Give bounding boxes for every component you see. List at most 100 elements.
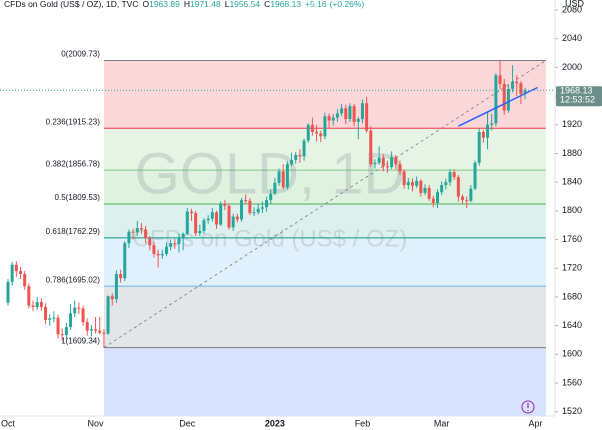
candle-body bbox=[294, 154, 298, 160]
candle-body bbox=[110, 296, 114, 300]
candle-body bbox=[415, 180, 419, 186]
x-tick-label: Feb bbox=[355, 418, 371, 428]
candle-body bbox=[452, 172, 456, 178]
candle-body bbox=[398, 164, 402, 172]
candle-body bbox=[48, 318, 52, 320]
candle-body bbox=[164, 246, 168, 254]
candle-body bbox=[31, 305, 35, 307]
candle-body bbox=[206, 218, 210, 221]
candle-body bbox=[306, 124, 310, 141]
candle-body bbox=[331, 117, 335, 121]
header: CFDs on Gold (US$ / OZ), 1D, TVC O1963.89… bbox=[4, 0, 364, 9]
header-symbol: CFDs on Gold (US$ / OZ), 1D, TVC bbox=[4, 0, 138, 9]
candle-body bbox=[369, 130, 373, 165]
header-ohlc-label: C bbox=[264, 0, 270, 9]
candle-body bbox=[456, 177, 460, 197]
candle-body bbox=[156, 253, 160, 256]
candle-body bbox=[477, 131, 481, 163]
candle-body bbox=[135, 228, 139, 233]
candle-body bbox=[511, 81, 515, 89]
candle-body bbox=[490, 123, 494, 125]
candle-body bbox=[444, 182, 448, 186]
y-tick-label: 2040 bbox=[562, 33, 582, 43]
x-tick-label: Dec bbox=[179, 418, 196, 428]
y-tick-label: 1720 bbox=[562, 263, 582, 273]
candle-body bbox=[494, 75, 498, 124]
y-tick-label: 2000 bbox=[562, 62, 582, 72]
candle-body bbox=[77, 307, 81, 309]
y-tick-label: 2080 bbox=[562, 4, 582, 14]
candle-body bbox=[406, 182, 410, 186]
candle-body bbox=[335, 113, 339, 118]
candle-body bbox=[502, 83, 506, 111]
y-tick-label: 1520 bbox=[562, 406, 582, 416]
trend-line bbox=[458, 86, 538, 127]
candle-body bbox=[440, 185, 444, 193]
candle-body bbox=[60, 334, 64, 336]
candle-body bbox=[498, 75, 502, 84]
fib-band bbox=[103, 286, 546, 348]
candle-body bbox=[273, 182, 277, 194]
candle-body bbox=[35, 301, 39, 307]
candle-body bbox=[6, 281, 10, 303]
candle-body bbox=[281, 171, 285, 188]
fib-level-label: 0.618(1762.29) bbox=[46, 227, 101, 236]
candle-body bbox=[177, 237, 181, 244]
candle-body bbox=[410, 182, 414, 186]
candle-body bbox=[360, 103, 364, 120]
candle-body bbox=[240, 200, 244, 220]
candle-body bbox=[215, 212, 218, 225]
fib-band bbox=[103, 204, 546, 238]
candle-body bbox=[173, 243, 177, 245]
candle-body bbox=[89, 329, 93, 331]
y-tick-label: 1840 bbox=[562, 177, 582, 187]
candle-body bbox=[269, 193, 273, 201]
y-axis-label: USD bbox=[565, 0, 585, 8]
y-tick-label: 1680 bbox=[562, 291, 582, 301]
candle-body bbox=[160, 253, 164, 256]
candle-body bbox=[265, 200, 269, 208]
candle-body bbox=[310, 124, 314, 132]
candle-body bbox=[256, 208, 260, 213]
candle-body bbox=[56, 317, 60, 335]
fib-level-label: 0(2009.73) bbox=[61, 50, 100, 59]
candle-body bbox=[402, 171, 406, 186]
replay-icon[interactable] bbox=[521, 400, 535, 414]
candle-body bbox=[248, 200, 252, 214]
candle-body bbox=[69, 313, 73, 328]
candle-body bbox=[64, 327, 68, 335]
candle-body bbox=[131, 231, 135, 233]
candle-body bbox=[323, 116, 327, 137]
fib-level-label: 0.786(1695.02) bbox=[46, 275, 101, 284]
candle-body bbox=[373, 162, 377, 165]
candle-body bbox=[436, 192, 440, 203]
candle-body bbox=[340, 108, 344, 114]
candle-body bbox=[185, 211, 189, 234]
candle-body bbox=[481, 131, 485, 138]
candle-body bbox=[210, 212, 214, 219]
candle-body bbox=[235, 216, 239, 220]
foreground-layer bbox=[0, 60, 555, 348]
candle-body bbox=[352, 106, 356, 122]
candle-body bbox=[244, 200, 248, 202]
candle-body bbox=[73, 307, 77, 314]
candle-body bbox=[252, 212, 256, 214]
candle-body bbox=[198, 230, 202, 234]
candle-body bbox=[377, 157, 381, 163]
candle-body bbox=[81, 308, 85, 323]
fib-band bbox=[103, 237, 546, 287]
candle-body bbox=[423, 187, 427, 193]
candle-body bbox=[394, 157, 398, 165]
candle-body bbox=[44, 306, 48, 320]
candle-body bbox=[285, 164, 289, 188]
fib-level-label: 0.382(1856.78) bbox=[46, 159, 101, 168]
header-change: +5.16 bbox=[305, 0, 327, 9]
candle-body bbox=[469, 188, 473, 201]
header-ohlc-value: 1971.48 bbox=[190, 0, 221, 9]
candle-body bbox=[419, 180, 423, 193]
header-ohlc-value: 1955.54 bbox=[229, 0, 260, 9]
candle-body bbox=[14, 264, 18, 272]
candle-body bbox=[181, 233, 185, 238]
candle-body bbox=[519, 83, 523, 94]
